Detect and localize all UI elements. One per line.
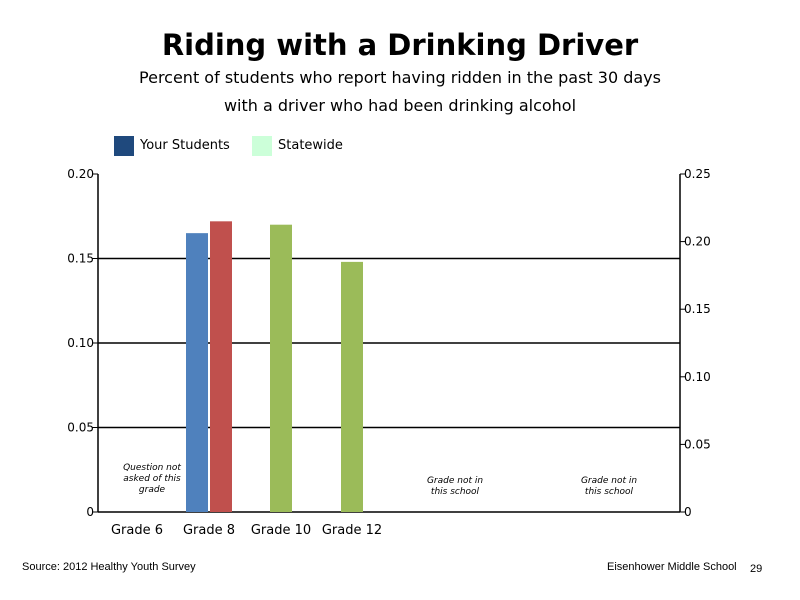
annotation-1-line-0: Grade not in [427,476,483,486]
page-number: 29 [750,563,763,575]
school-name: Eisenhower Middle School [607,561,737,573]
legend-label-your-students: Your Students [140,138,230,153]
legend-label-statewide: Statewide [278,138,343,153]
chart-subtitle-line-1: Percent of students who report having ri… [139,68,661,87]
annotation-2-line-1: this school [585,487,634,497]
right-tick-label-4: 0.05 [684,437,711,451]
annotation-0-line-1: asked of this [123,474,181,484]
annotation-1-line-1: this school [431,487,480,497]
right-tick-label-5: 0 [684,505,692,519]
annotation-0-line-2: grade [139,485,166,495]
x-tick-label-grade-10: Grade 10 [251,523,311,538]
right-tick-label-0: 0.25 [684,167,711,181]
bar-grade-8-your-students [186,233,208,512]
x-tick-label-grade-6: Grade 6 [111,523,163,538]
source-note: Source: 2012 Healthy Youth Survey [22,561,196,573]
left-tick-label-4: 0 [86,505,94,519]
annotation-2: Grade not in this school [581,476,637,497]
bar-grade-10-statewide [270,224,292,512]
bar-grade-12-statewide [341,261,363,512]
bar-grade-8-statewide [210,221,232,512]
annotation-0-line-0: Question not [123,463,181,473]
left-tick-label-1: 0.15 [67,252,94,266]
right-tick-label-3: 0.10 [684,370,711,384]
chart-title: Riding with a Drinking Driver [161,28,639,62]
left-tick-label-0: 0.20 [67,167,94,181]
x-tick-label-grade-12: Grade 12 [322,523,382,538]
annotation-1: Grade not in this school [427,476,483,497]
left-tick-label-3: 0.05 [67,421,94,435]
annotation-2-line-0: Grade not in [581,476,637,486]
annotation-0: Question not asked of this grade [123,463,181,495]
left-tick-label-2: 0.10 [67,336,94,350]
chart-subtitle-line-2: with a driver who had been drinking alco… [223,96,577,115]
x-tick-label-grade-8: Grade 8 [183,523,235,538]
legend-swatch-statewide [252,136,272,156]
legend-swatch-your-students [114,136,134,156]
right-tick-label-2: 0.15 [684,302,711,316]
right-tick-label-1: 0.20 [684,235,711,249]
